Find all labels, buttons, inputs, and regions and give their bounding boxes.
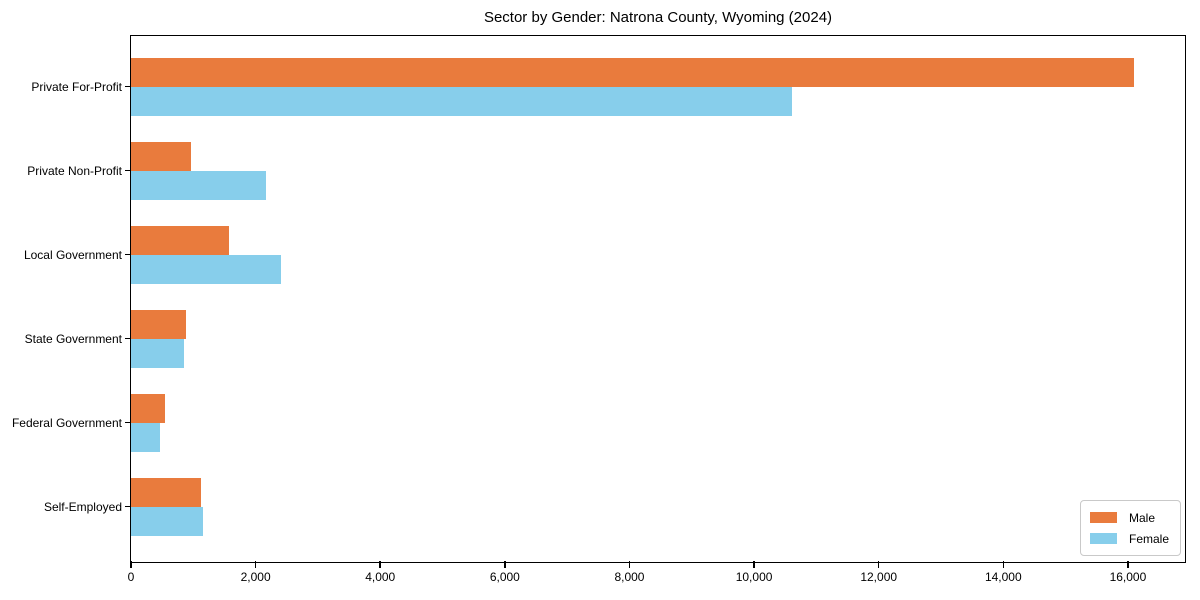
y-axis-label-private-for-profit: Private For-Profit xyxy=(31,79,122,94)
y-axis-label-state-government: State Government xyxy=(24,331,122,346)
x-axis-label-0: 0 xyxy=(127,570,135,584)
x-axis-label-4000: 4,000 xyxy=(365,570,396,584)
x-axis-label-10000: 10,000 xyxy=(735,570,773,584)
bar-female-state-government xyxy=(131,338,184,368)
bar-female-federal-government xyxy=(131,422,160,452)
y-axis-tick-federal-government xyxy=(124,421,130,424)
bar-female-private-for-profit xyxy=(131,86,793,116)
chart-title: Sector by Gender: Natrona County, Wyomin… xyxy=(483,9,833,26)
bar-male-federal-government xyxy=(131,393,165,423)
y-axis-tick-state-government xyxy=(124,337,130,340)
x-axis-label-6000: 6,000 xyxy=(489,570,520,584)
legend-entry-male: Male xyxy=(1089,507,1169,528)
y-axis-tick-self-employed xyxy=(124,505,130,508)
bar-female-self-employed xyxy=(131,506,203,536)
x-axis-tick-14000 xyxy=(1002,561,1005,568)
bar-male-local-government xyxy=(131,225,229,255)
bar-male-private-non-profit xyxy=(131,141,191,171)
y-axis-tick-local-government xyxy=(124,253,130,256)
x-axis-tick-12000 xyxy=(877,561,880,568)
x-axis-tick-16000 xyxy=(1127,561,1129,568)
legend: Male Female xyxy=(1079,500,1181,556)
legend-swatch-female-icon xyxy=(1089,533,1117,544)
y-axis-tick-private-for-profit xyxy=(124,85,130,88)
x-axis-label-16000: 16,000 xyxy=(1109,570,1147,584)
x-axis-label-8000: 8,000 xyxy=(614,570,645,584)
x-axis-tick-2000 xyxy=(254,561,257,568)
x-axis-label-14000: 14,000 xyxy=(984,570,1022,584)
bar-male-self-employed xyxy=(131,477,201,507)
legend-entry-female: Female xyxy=(1089,528,1169,549)
y-axis-label-private-non-profit: Private Non-Profit xyxy=(27,163,122,178)
y-axis-label-local-government: Local Government xyxy=(23,247,122,262)
bar-male-private-for-profit xyxy=(131,57,1134,87)
bar-female-private-non-profit xyxy=(131,170,266,200)
legend-swatch-male-icon xyxy=(1089,512,1117,523)
bar-male-state-government xyxy=(131,309,186,339)
x-axis-tick-8000 xyxy=(628,561,631,568)
x-axis-label-12000: 12,000 xyxy=(860,570,898,584)
y-axis-label-federal-government: Federal Government xyxy=(11,415,122,430)
y-axis-label-self-employed: Self-Employed xyxy=(43,499,122,514)
bar-female-local-government xyxy=(131,254,281,284)
x-axis-tick-6000 xyxy=(504,561,506,568)
x-axis-tick-10000 xyxy=(753,561,755,568)
legend-label-female: Female xyxy=(1128,531,1169,546)
y-axis-tick-private-non-profit xyxy=(124,169,130,172)
legend-label-male: Male xyxy=(1128,510,1155,525)
x-axis-tick-4000 xyxy=(379,561,381,568)
x-axis-tick-0 xyxy=(130,561,132,568)
plot-area: Male Female Private For-Profit Private No… xyxy=(12,35,1186,584)
x-axis-label-2000: 2,000 xyxy=(240,570,271,584)
